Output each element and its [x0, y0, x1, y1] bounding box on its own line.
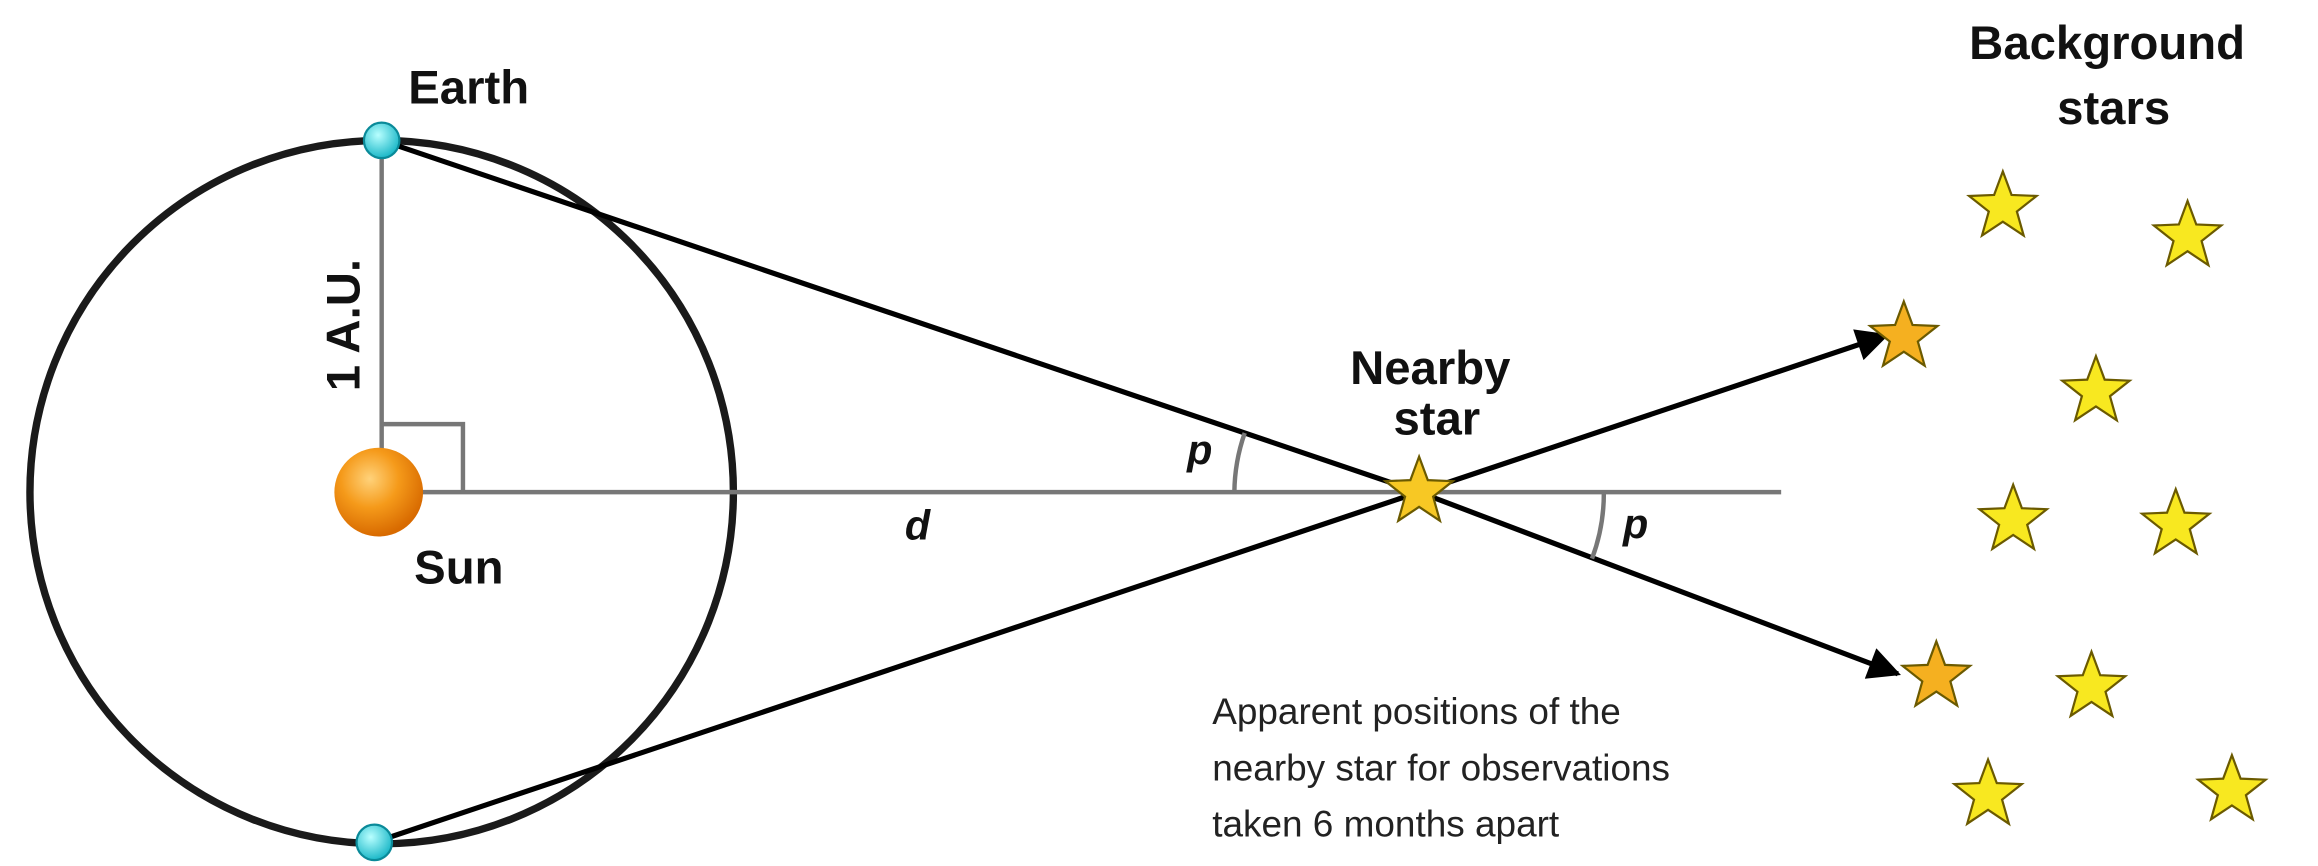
sun-label: Sun: [414, 542, 503, 595]
label-line: star: [1393, 392, 1480, 445]
parallax-label: p: [1622, 501, 1648, 547]
earth: [362, 121, 401, 160]
label-line: Nearby: [1350, 342, 1511, 395]
sight-line: [380, 137, 1420, 495]
background-star: [2197, 754, 2267, 821]
earth: [355, 823, 394, 862]
angle-arc: [1589, 492, 1607, 560]
au-label: 1 A.U.: [318, 259, 371, 391]
sight-arrow: [1418, 489, 1901, 679]
label-line: Background: [1969, 17, 2245, 70]
caption-line: Apparent positions of the: [1212, 691, 1621, 732]
distance-label: d: [905, 502, 931, 548]
parallax-label: p: [1186, 427, 1212, 473]
sight-line: [373, 489, 1420, 845]
background-star: [1978, 483, 2048, 550]
right-angle: [381, 421, 466, 493]
caption-line: nearby star for observations: [1212, 747, 1670, 788]
caption: Apparent positions of the nearby star fo…: [1212, 691, 1680, 844]
nearby-star-label: Nearby star: [1350, 342, 1523, 445]
sun: [334, 447, 424, 537]
nearby-star: [1384, 455, 1454, 522]
earth-label: Earth: [408, 61, 529, 114]
caption-line: taken 6 months apart: [1212, 803, 1559, 844]
background-star: [2140, 488, 2211, 555]
label-line: stars: [2057, 82, 2170, 135]
angle-arc: [1232, 432, 1247, 493]
background-star: [2152, 199, 2223, 267]
background-star: [1953, 758, 2023, 825]
apparent-star: [1869, 300, 1939, 367]
sight-arrow: [1418, 329, 1890, 495]
apparent-star: [1901, 640, 1972, 707]
background-stars-label: Background stars: [1969, 17, 2258, 135]
background-star: [2061, 355, 2131, 422]
background-star: [2056, 650, 2127, 717]
background-star: [1968, 170, 2038, 237]
